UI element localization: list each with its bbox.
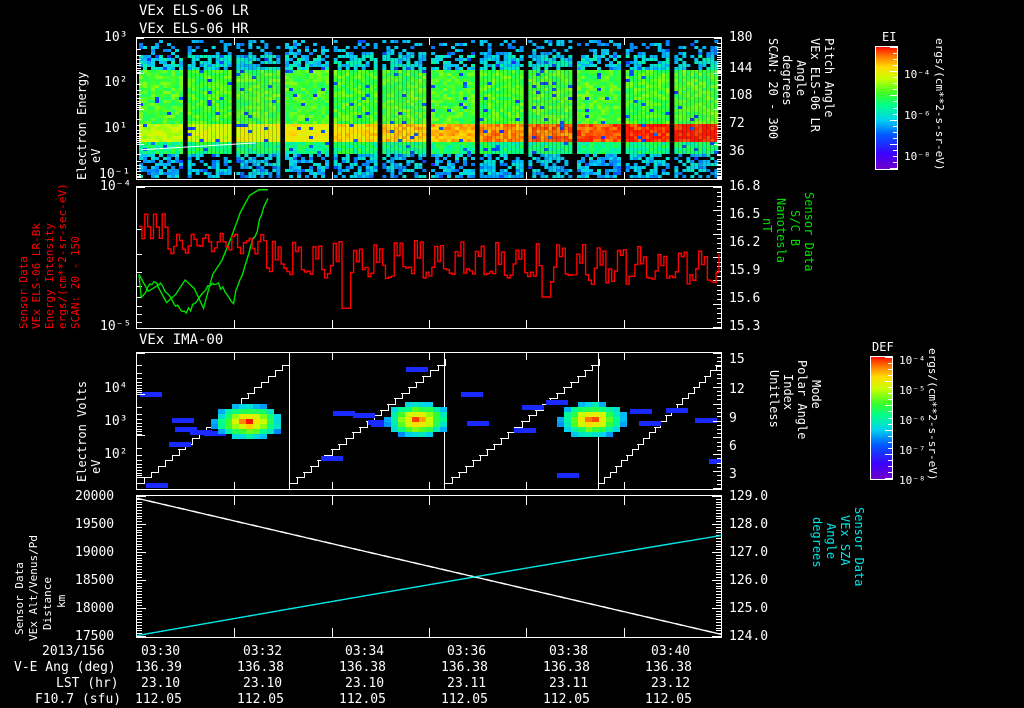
panel4-ytick-3: 18500 [75, 573, 115, 588]
panel4-frame [136, 495, 722, 638]
time-row-label-2: LST (hr) [56, 676, 119, 691]
panel4-rtick-1: 128.0 [729, 517, 769, 532]
colorbar2-tick-2: 10⁻⁶ [899, 414, 926, 427]
colorbar2 [870, 356, 893, 480]
colorbar1-tick-1: 10⁻⁶ [904, 109, 931, 122]
colorbar2-tick-1: 10⁻⁵ [899, 384, 926, 397]
panel4-rtick-4: 125.0 [729, 601, 769, 616]
panel2-rtick-5: 15.3 [729, 319, 761, 334]
colorbar2-title: DEF [872, 340, 894, 354]
panel3-title: VEx IMA-00 [139, 332, 224, 348]
time-col1-time: 03:32 [243, 644, 283, 659]
time-col2-f107: 112.05 [339, 692, 386, 707]
time-col0-lst: 23.10 [141, 676, 181, 691]
panel4-rtick-0: 129.0 [729, 489, 769, 504]
colorbar2-tick-0: 10⁻⁴ [899, 354, 926, 367]
time-row-label-3: F10.7 (sfu) [35, 692, 122, 707]
colorbar2-canvas [871, 357, 892, 479]
panel1-rtick-1: 144 [729, 61, 753, 76]
time-col4-veang: 136.38 [543, 660, 590, 675]
panel2-rtick-0: 16.8 [729, 179, 761, 194]
time-col3-time: 03:36 [447, 644, 487, 659]
panel3-ytick-1: 10³ [104, 414, 128, 429]
panel1-rtick-0: 180 [729, 30, 753, 45]
time-row-label-0: 2013/156 [42, 644, 105, 659]
panel1-title-hr: VEx ELS-06 HR [139, 21, 249, 37]
panel3-ytick-2: 10² [104, 447, 128, 462]
panel1-title-lr: VEx ELS-06 LR [139, 3, 249, 19]
time-col4-f107: 112.05 [543, 692, 590, 707]
time-col1-veang: 136.38 [237, 660, 284, 675]
time-col5-lst: 23.12 [651, 676, 691, 691]
time-col4-time: 03:38 [549, 644, 589, 659]
colorbar1-tick-0: 10⁻⁴ [904, 68, 931, 81]
panel3-rtick-0: 15 [729, 352, 745, 367]
panel1-rtick-3: 72 [729, 116, 745, 131]
panel3-frame [136, 352, 722, 490]
time-col0-f107: 112.05 [135, 692, 182, 707]
panel4-rtick-3: 126.0 [729, 573, 769, 588]
panel2-rtick-2: 16.2 [729, 235, 761, 250]
colorbar1-title: EI [882, 30, 897, 44]
panel1-frame [136, 37, 722, 180]
panel1-spectrogram-canvas [137, 38, 721, 179]
colorbar1-canvas [876, 47, 897, 169]
panel4-line-canvas [137, 496, 721, 637]
panel2-line-canvas [137, 187, 721, 328]
time-col4-lst: 23.11 [549, 676, 589, 691]
time-col5-time: 03:40 [651, 644, 691, 659]
time-col5-veang: 136.38 [645, 660, 692, 675]
colorbar2-tick-4: 10⁻⁸ [899, 474, 926, 487]
panel4-ytick-1: 19500 [75, 517, 115, 532]
panel1-ytick-1: 10² [104, 75, 128, 90]
panel3-rtick-4: 3 [729, 467, 737, 482]
panel2-ytick-0: 10⁻⁴ [100, 179, 132, 194]
colorbar1-tick-2: 10⁻⁸ [904, 150, 931, 163]
panel4-ytick-4: 18000 [75, 601, 115, 616]
time-row-label-1: V-E Ang (deg) [14, 660, 116, 675]
time-col3-f107: 112.05 [441, 692, 488, 707]
panel3-spectrogram-canvas [137, 353, 721, 489]
panel2-rtick-3: 15.9 [729, 263, 761, 278]
panel2-rtick-1: 16.5 [729, 207, 761, 222]
panel3-rtick-1: 12 [729, 382, 745, 397]
panel4-ytick-2: 19000 [75, 545, 115, 560]
panel1-rtick-4: 36 [729, 144, 745, 159]
panel2-ytick-1: 10⁻⁵ [100, 319, 132, 334]
time-col3-veang: 136.38 [441, 660, 488, 675]
panel3-rtick-3: 6 [729, 439, 737, 454]
panel1-ytick-3: 10⁻¹ [99, 167, 131, 182]
panel1-rtick-2: 108 [729, 88, 753, 103]
panel3-rtick-2: 9 [729, 411, 737, 426]
colorbar1 [875, 46, 898, 170]
panel2-rtick-4: 15.6 [729, 291, 761, 306]
time-col0-veang: 136.39 [135, 660, 182, 675]
colorbar2-tick-3: 10⁻⁷ [899, 444, 926, 457]
panel1-ytick-0: 10³ [104, 30, 128, 45]
panel1-ytick-2: 10¹ [104, 121, 128, 136]
panel4-rtick-5: 124.0 [729, 629, 769, 644]
time-col2-lst: 23.10 [345, 676, 385, 691]
panel2-frame [136, 186, 722, 329]
time-col0-time: 03:30 [141, 644, 181, 659]
time-col5-f107: 112.05 [645, 692, 692, 707]
time-col2-veang: 136.38 [339, 660, 386, 675]
panel4-ytick-5: 17500 [75, 629, 115, 644]
panel4-ytick-0: 20000 [75, 489, 115, 504]
panel3-ytick-0: 10⁴ [104, 381, 128, 396]
time-col1-f107: 112.05 [237, 692, 284, 707]
panel4-rtick-2: 127.0 [729, 545, 769, 560]
time-col3-lst: 23.11 [447, 676, 487, 691]
time-col1-lst: 23.10 [243, 676, 283, 691]
time-col2-time: 03:34 [345, 644, 385, 659]
